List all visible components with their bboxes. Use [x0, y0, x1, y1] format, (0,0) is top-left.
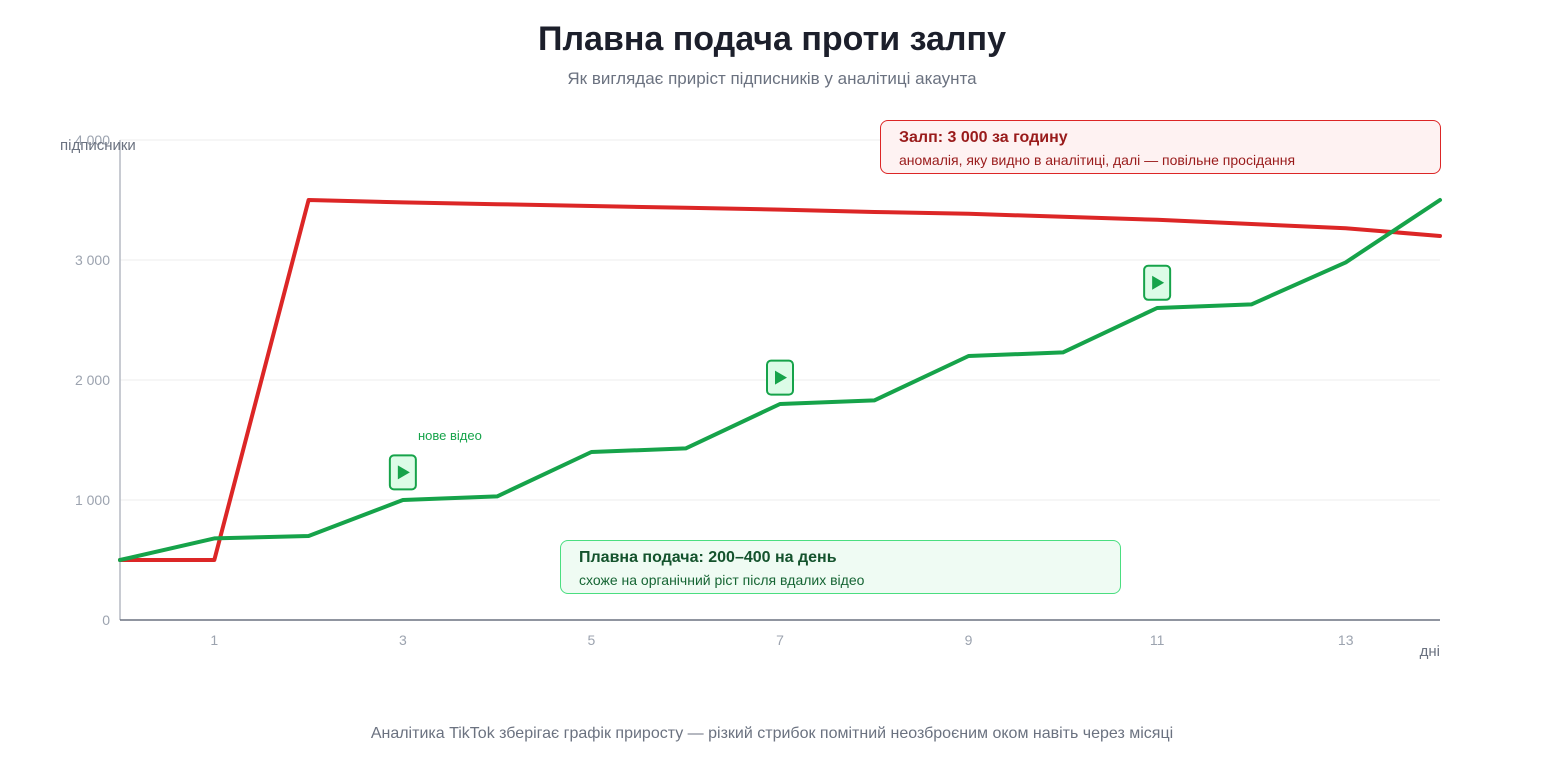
new-video-note: нове відео	[418, 428, 482, 443]
page-subtitle: Як виглядає приріст підписників у аналіт…	[567, 69, 977, 88]
play-icon	[1143, 264, 1172, 301]
footer-note: Аналітика TikTok зберігає графік прирост…	[370, 725, 1174, 742]
smooth-callout-subtitle: схоже на органічний ріст після вдалих ві…	[579, 572, 865, 588]
x-tick-label: 9	[965, 632, 973, 648]
y-tick-label: 0	[102, 612, 110, 628]
play-icon	[388, 454, 417, 491]
y-tick-label: 1 000	[75, 492, 110, 508]
play-triangle	[775, 370, 787, 385]
series-line-smooth	[118, 198, 1442, 562]
play-triangle	[1152, 275, 1165, 290]
y-tick-label: 3 000	[75, 252, 110, 268]
x-axis-label: дні	[1420, 643, 1440, 660]
y-tick-label: 4 000	[75, 132, 110, 148]
y-axis-label: підписники	[60, 137, 136, 154]
burst-callout-subtitle: аномалія, яку видно в аналітиці, далі — …	[899, 152, 1296, 168]
x-tick-label: 7	[776, 632, 784, 648]
x-tick-label: 1	[210, 632, 218, 648]
x-tick-label: 3	[399, 632, 407, 648]
page-title: Плавна подача проти залпу	[538, 20, 1006, 58]
series-line-burst	[118, 198, 1442, 562]
x-tick-label: 13	[1338, 632, 1354, 648]
play-icon	[766, 359, 794, 396]
y-tick-label: 2 000	[75, 372, 110, 388]
smooth-callout-title: Плавна подача: 200–400 на день	[579, 549, 837, 566]
play-triangle	[397, 465, 410, 480]
x-tick-label: 11	[1150, 632, 1165, 648]
burst-callout: Залп: 3 000 за годину аномалія, яку видн…	[880, 120, 1441, 174]
x-tick-label: 5	[588, 632, 596, 648]
burst-callout-title: Залп: 3 000 за годину	[899, 129, 1068, 146]
smooth-callout: Плавна подача: 200–400 на день схоже на …	[560, 540, 1121, 594]
